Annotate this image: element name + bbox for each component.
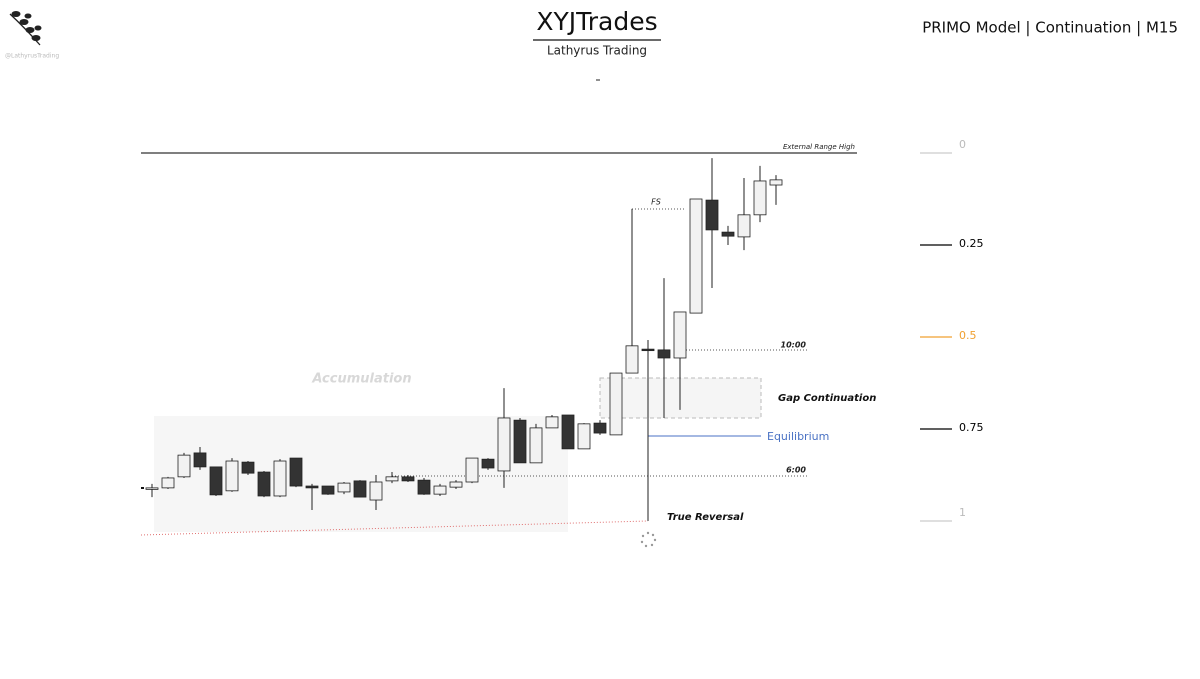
candle-body: [641, 348, 655, 352]
y-tick-label: 0.25: [959, 237, 984, 250]
chart-subtitle: Lathyrus Trading: [547, 44, 647, 58]
candle-body: [497, 417, 511, 472]
candle-body: [193, 452, 207, 468]
reversal-line: [140, 520, 649, 536]
candle-body: [481, 458, 495, 469]
candle-body: [145, 487, 159, 490]
candle-body: [737, 214, 751, 238]
candle-body: [385, 476, 399, 482]
candle-body: [369, 481, 383, 501]
candle-body: [721, 231, 735, 237]
candle-body: [321, 485, 335, 495]
candle-body: [529, 427, 543, 464]
candle-body: [753, 180, 767, 216]
candle-body: [577, 423, 591, 450]
candle-body: [689, 198, 703, 314]
candle-body: [305, 485, 319, 489]
annotation: True Reversal: [667, 512, 744, 523]
candle-body: [417, 479, 431, 495]
candle-body: [609, 372, 623, 436]
candle-body: [465, 457, 479, 483]
annotation: FS: [651, 198, 661, 207]
header-right: PRIMO Model | Continuation | M15: [922, 19, 1178, 37]
candle-body: [593, 422, 607, 434]
annotation: 10:00: [781, 341, 807, 350]
annotation: Accumulation: [311, 372, 411, 387]
candle-body: [625, 345, 639, 374]
annotation: Equilibrium: [767, 430, 829, 443]
annotation: Gap Continuation: [778, 393, 876, 404]
logo: [9, 11, 42, 46]
candle-body: [545, 416, 559, 429]
chart-title: XYJTrades: [536, 7, 657, 36]
candle-body: [561, 414, 575, 450]
y-tick-label: 0.5: [959, 329, 977, 342]
candle-body: [657, 349, 671, 359]
candle-body: [337, 482, 351, 493]
annotation: External Range High: [783, 143, 855, 151]
y-tick-label: 0: [959, 138, 966, 151]
candle-body: [401, 476, 415, 482]
candle-body: [273, 460, 287, 497]
candle-body: [225, 460, 239, 492]
candle-body: [209, 466, 223, 496]
candle-body: [241, 461, 255, 474]
candle-body: [353, 480, 367, 498]
annotation: 6:00: [786, 466, 806, 475]
candle-body: [769, 179, 783, 186]
candle-body: [289, 457, 303, 487]
y-tick-label: 0.75: [959, 421, 984, 434]
candle-body: [161, 477, 175, 489]
watermark: @LathyrusTrading: [5, 53, 59, 60]
candle-body: [433, 485, 447, 495]
candle-body: [705, 199, 719, 231]
candle-body: [513, 419, 527, 464]
candle-body: [673, 311, 687, 359]
y-tick-label: 1: [959, 506, 966, 519]
candle-body: [177, 454, 191, 478]
candle-body: [257, 471, 271, 497]
spinner: [640, 531, 657, 548]
candle-body: [449, 481, 463, 488]
